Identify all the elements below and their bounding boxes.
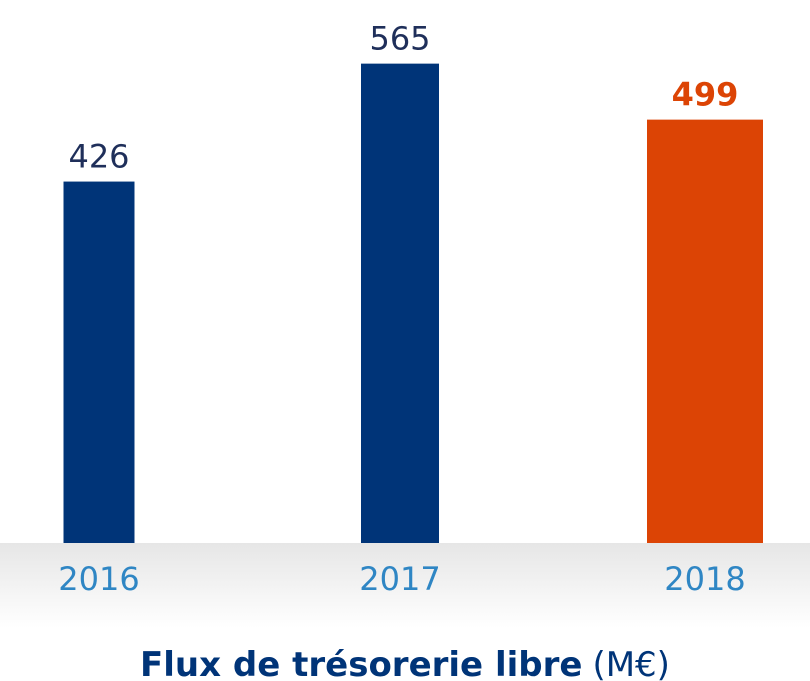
bar [361,63,439,543]
value-label: 426 [68,138,129,176]
value-label: 499 [672,76,739,114]
value-label: 565 [369,20,430,58]
chart-title: Flux de trésorerie libre [140,645,582,681]
axis-band [0,543,810,628]
bar [647,119,763,543]
chart-title-group: Flux de trésorerie libre (M€) [140,645,670,681]
x-tick-label: 2016 [58,560,139,598]
x-tick-label: 2017 [359,560,440,598]
bar [63,181,135,544]
x-tick-label: 2018 [664,560,745,598]
unit: (M€) [592,645,670,681]
